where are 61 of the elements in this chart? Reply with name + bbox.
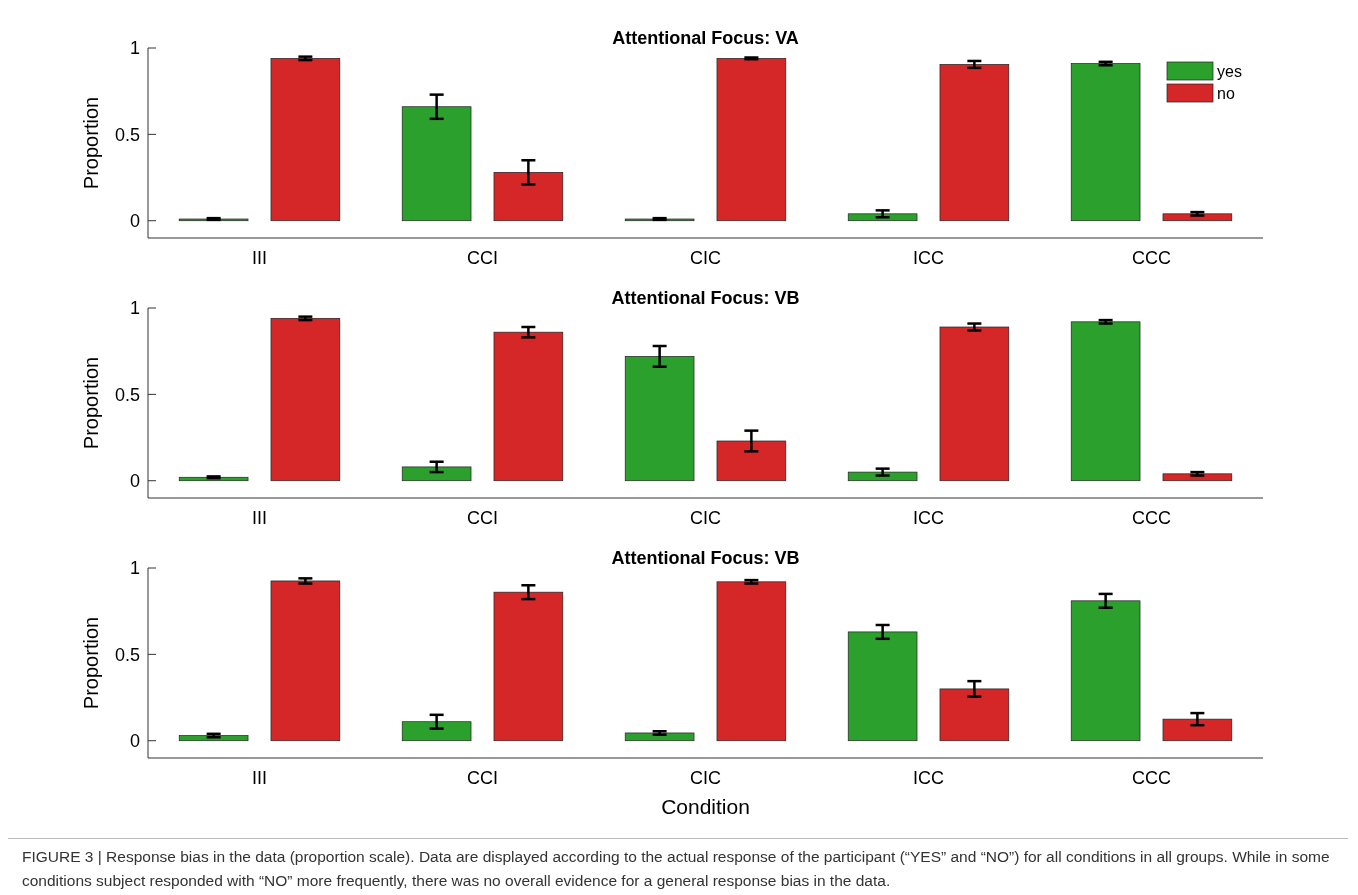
y-tick-label: 0 (129, 471, 140, 492)
x-tick-label: III (251, 768, 268, 788)
bar (270, 318, 341, 482)
bar (716, 581, 787, 742)
bar (939, 326, 1010, 482)
y-axis-title: Proportion (80, 356, 102, 450)
x-tick-label: CIC (690, 508, 721, 528)
bar (939, 64, 1010, 222)
x-tick-label: ICC (913, 508, 944, 528)
x-axis-title: Condition (661, 795, 750, 818)
x-tick-label: CCI (467, 508, 498, 528)
bar (624, 356, 695, 482)
bar (624, 732, 695, 742)
x-tick-label: CIC (690, 768, 721, 788)
bar (401, 106, 472, 222)
bar (178, 476, 249, 482)
y-tick-label: 0.5 (114, 644, 140, 665)
y-tick-label: 0.5 (114, 124, 140, 145)
bar (939, 688, 1010, 742)
x-tick-label: CCI (467, 768, 498, 788)
bar (847, 213, 918, 222)
bar (493, 331, 564, 482)
bar (716, 58, 787, 222)
x-tick-label: CCC (1132, 508, 1171, 528)
bar (1070, 321, 1141, 482)
bar (401, 466, 472, 482)
chart-title: Attentional Focus: VA (612, 28, 799, 48)
y-axis-title: Proportion (80, 96, 102, 190)
bar (847, 631, 918, 742)
bar (1070, 600, 1141, 742)
y-tick-label: 0 (129, 211, 140, 232)
y-axis-title: Proportion (80, 616, 102, 710)
bar (270, 58, 341, 222)
y-tick-label: 0.5 (114, 384, 140, 405)
x-tick-label: III (251, 248, 268, 268)
caption: FIGURE 3 | Response bias in the data (proportion scale). Data are displayed according to the actual response of the participant (“YES” and “NO”) for all conditions in all groups. While in some conditions subject responded with “NO” more frequently, there was no overall evidence for a general response bias in the data. (8, 838, 1348, 895)
bar (493, 172, 564, 222)
y-tick-label: 0 (129, 731, 140, 752)
legend-label: yes (1217, 62, 1242, 80)
y-tick-label: 1 (129, 38, 140, 59)
x-tick-label: III (251, 508, 268, 528)
chart-title: Attentional Focus: VB (611, 548, 800, 568)
x-tick-label: ICC (913, 768, 944, 788)
x-tick-label: CIC (690, 248, 721, 268)
legend-label: no (1217, 84, 1235, 102)
x-tick-label: CCI (467, 248, 498, 268)
bar (847, 471, 918, 482)
bar (1162, 213, 1233, 222)
x-tick-label: CCC (1132, 768, 1171, 788)
y-tick-label: 1 (129, 298, 140, 319)
bar (1070, 63, 1141, 222)
x-tick-label: ICC (913, 248, 944, 268)
y-tick-label: 1 (129, 558, 140, 579)
chart-title: Attentional Focus: VB (611, 288, 800, 308)
x-tick-label: CCC (1132, 248, 1171, 268)
bar (1162, 473, 1233, 482)
bar (1162, 718, 1233, 742)
bar (270, 580, 341, 742)
bar (493, 591, 564, 742)
bar (716, 440, 787, 482)
bar (401, 721, 472, 742)
